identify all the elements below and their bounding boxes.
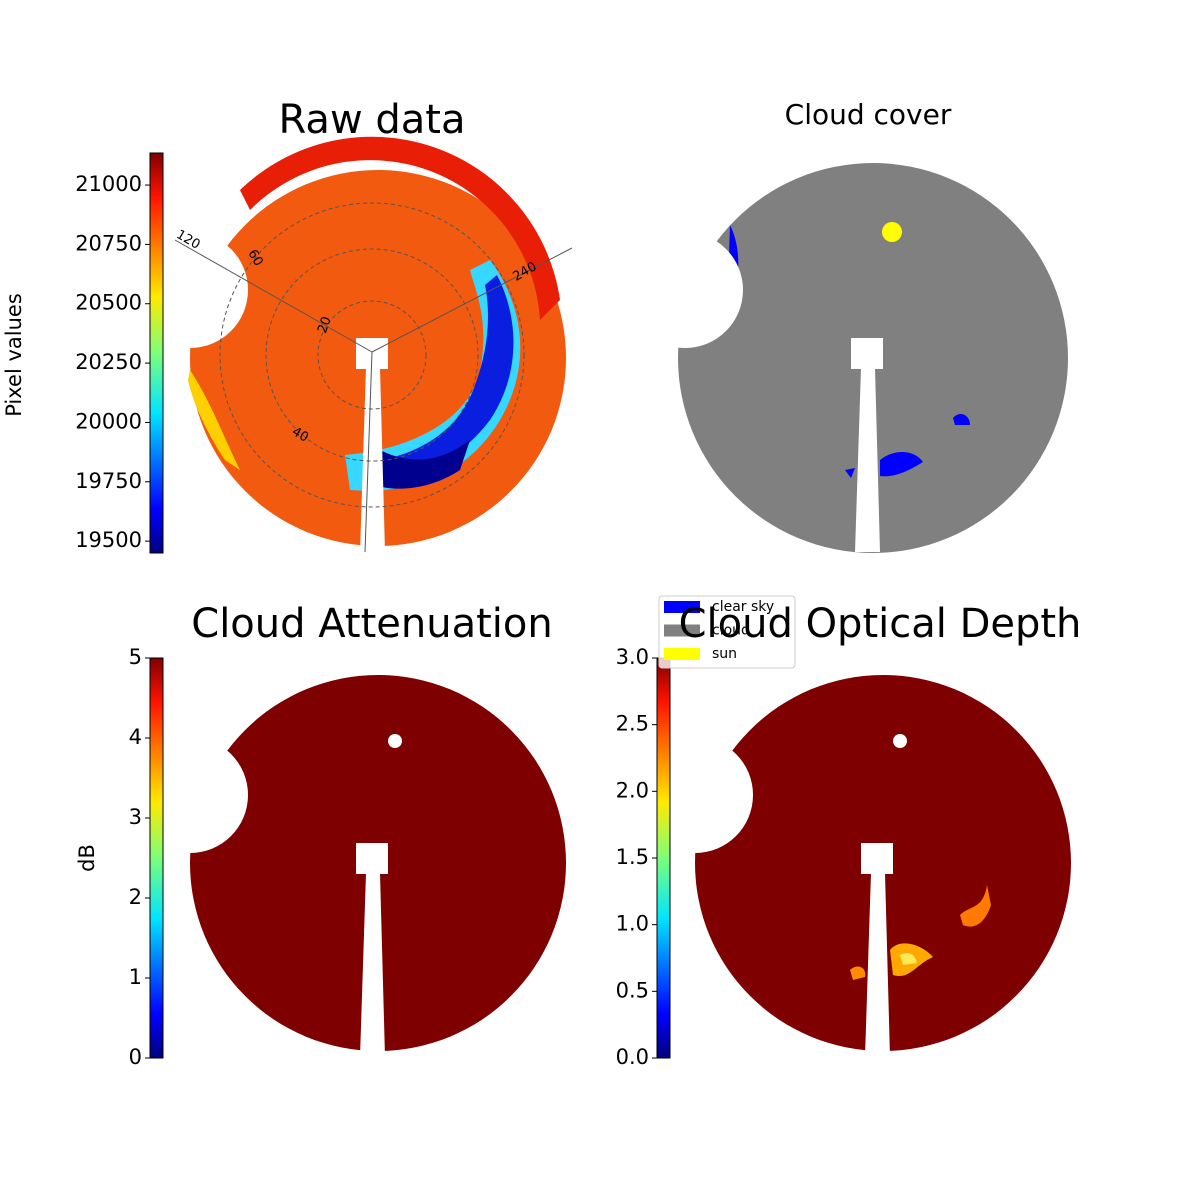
- panel-title: Cloud cover: [785, 98, 952, 131]
- colorbar-tick-label: 0.0: [616, 1045, 649, 1069]
- legend-label: clear sky: [712, 599, 774, 615]
- colorbar-tick-label: 0.5: [616, 978, 649, 1002]
- colorbar-tick-label: 21000: [75, 172, 142, 196]
- colorbar-tick-label: 2.5: [616, 712, 649, 736]
- colorbar-label: dB: [75, 844, 99, 872]
- colorbar-label: Pixel values: [2, 293, 26, 417]
- polar-label: 60: [244, 247, 265, 269]
- panel-title: Raw data: [279, 97, 466, 143]
- colorbar-tick-label: 2: [129, 885, 142, 909]
- panel-title: Cloud Attenuation: [191, 601, 552, 647]
- attenuation-image: [132, 675, 566, 1057]
- colorbar: [149, 152, 164, 554]
- colorbar: [149, 657, 164, 1059]
- raw-image: [132, 136, 573, 553]
- colorbar-tick-label: 1: [129, 965, 142, 989]
- colorbar-tick-label: 1.0: [616, 912, 649, 936]
- colorbar-tick-label: 1.5: [616, 845, 649, 869]
- colorbar-tick-label: 5: [129, 645, 142, 669]
- colorbar-tick-label: 19500: [75, 528, 142, 552]
- polar-label: 20: [315, 315, 335, 336]
- legend-swatch: [664, 624, 700, 637]
- legend-label: sun: [712, 646, 737, 662]
- colorbar-tick-label: 3: [129, 805, 142, 829]
- colorbar-tick-label: 0: [129, 1045, 142, 1069]
- colorbar-tick-label: 2.0: [616, 778, 649, 802]
- colorbar-tick-label: 3.0: [616, 645, 649, 669]
- panel-title: Cloud Optical Depth: [679, 601, 1082, 647]
- cloud-cover-image: [627, 163, 1068, 553]
- colorbar-tick-label: 20250: [75, 350, 142, 374]
- colorbar-tick-label: 20750: [75, 231, 142, 255]
- legend-swatch: [664, 601, 700, 613]
- colorbar: [656, 657, 671, 1059]
- legend-swatch: [664, 648, 700, 660]
- colorbar-tick-label: 19750: [75, 469, 142, 493]
- colorbar-tick-label: 20500: [75, 291, 142, 315]
- polar-label: 40: [289, 424, 311, 445]
- colorbar-tick-label: 20000: [75, 409, 142, 433]
- cod-image: [637, 675, 1071, 1057]
- legend-label: cloud: [712, 623, 750, 639]
- colorbar-tick-label: 4: [129, 725, 142, 749]
